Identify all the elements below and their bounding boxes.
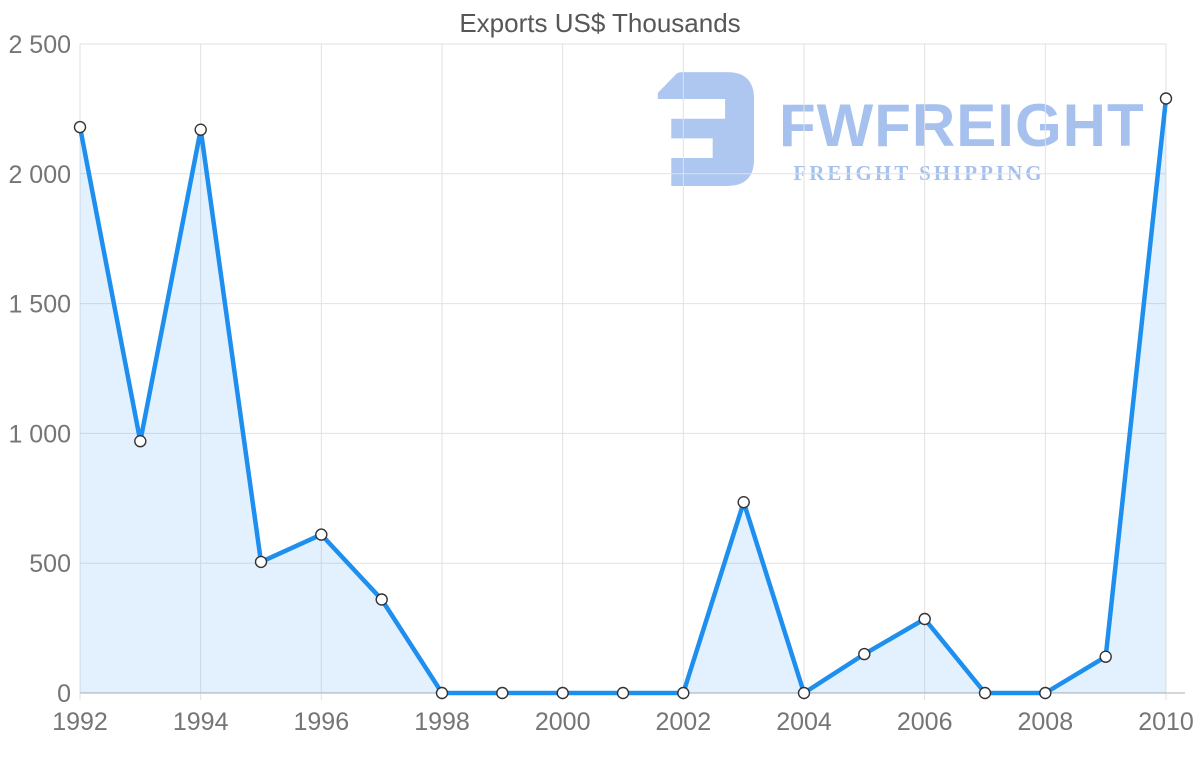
data-point-1997 [375,593,388,606]
y-tick-label: 0 [57,680,71,708]
x-tick-label: 2006 [897,708,953,736]
data-point-2006 [918,612,931,626]
brand-text-block: FWFREIGHT FREIGHT SHIPPING [779,68,1145,186]
x-tick-label: 2002 [655,708,711,736]
data-point-1995 [254,555,268,569]
data-point-2005 [858,647,871,661]
data-point-2001 [616,686,630,700]
x-tick-label: 2000 [535,708,591,736]
data-point-2002 [677,686,690,700]
data-point-1993 [134,435,147,448]
x-tick-label: 2004 [776,708,832,736]
data-point-2009 [1099,650,1112,663]
data-point-1999 [496,686,509,700]
data-point-2003 [737,496,750,509]
data-point-1996 [315,528,328,541]
y-tick-label: 500 [29,550,71,578]
data-point-2000 [556,686,569,700]
chart-title: Exports US$ Thousands [459,8,741,38]
y-tick-label: 1 500 [8,291,71,319]
area-fill [80,98,1166,693]
x-tick-label: 1994 [173,708,229,736]
x-tick-label: 2010 [1138,708,1194,736]
y-tick-label: 2 000 [8,161,71,189]
x-tick-label: 1998 [414,708,470,736]
data-point-1998 [435,686,449,700]
y-tick-label: 2 500 [8,31,71,59]
brand-watermark: FWFREIGHT FREIGHT SHIPPING [650,68,1145,187]
brand-tagline: FREIGHT SHIPPING [793,161,1045,185]
x-tick-label: 1992 [52,708,108,736]
x-tick-label: 1996 [293,708,349,736]
x-tick-label: 2008 [1017,708,1073,736]
brand-name: FWFREIGHT [779,92,1145,159]
fwfreight-logo-icon [657,72,755,186]
data-point-2010 [1159,92,1173,105]
y-tick-label: 1 000 [8,420,71,448]
data-point-1992 [73,120,87,134]
data-point-1994 [194,123,207,136]
data-point-2007 [978,686,992,700]
data-point-2004 [797,686,811,700]
data-point-2008 [1039,686,1052,700]
